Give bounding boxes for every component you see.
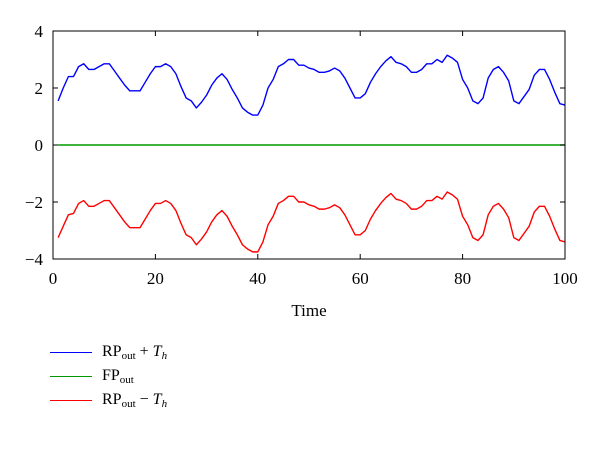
x-tick-label: 20	[147, 269, 164, 288]
y-tick-label: 0	[35, 136, 44, 155]
legend-swatch-green	[50, 375, 92, 377]
y-tick-label: 4	[35, 22, 44, 41]
series-rp-plus-th-line	[57, 54, 566, 116]
y-tick-label: 2	[35, 79, 44, 98]
x-tick-label: 80	[454, 269, 471, 288]
x-tick-label: 60	[352, 269, 369, 288]
y-tick-label: −2	[25, 193, 43, 212]
legend-label: FPout	[102, 366, 134, 386]
x-tick-label: 40	[249, 269, 266, 288]
line-chart: 0 20 40 60 80 100 −4 −2 0 2 4 Time	[25, 22, 578, 320]
y-tick-label: −4	[25, 250, 44, 269]
x-axis-label: Time	[291, 301, 326, 320]
x-tick-label: 0	[49, 269, 58, 288]
series-rp-minus-th-line	[57, 191, 566, 253]
legend-item-rp-minus-th: RPout − Th	[50, 388, 167, 412]
legend-swatch-blue	[50, 351, 92, 353]
legend-label: RPout − Th	[102, 390, 168, 410]
legend-item-fp: FPout	[50, 364, 167, 388]
legend-item-rp-plus-th: RPout + Th	[50, 340, 167, 364]
legend: RPout + Th FPout RPout − Th	[50, 340, 167, 412]
legend-label: RPout + Th	[102, 342, 168, 362]
x-tick-label: 100	[552, 269, 578, 288]
legend-swatch-red	[50, 399, 92, 401]
